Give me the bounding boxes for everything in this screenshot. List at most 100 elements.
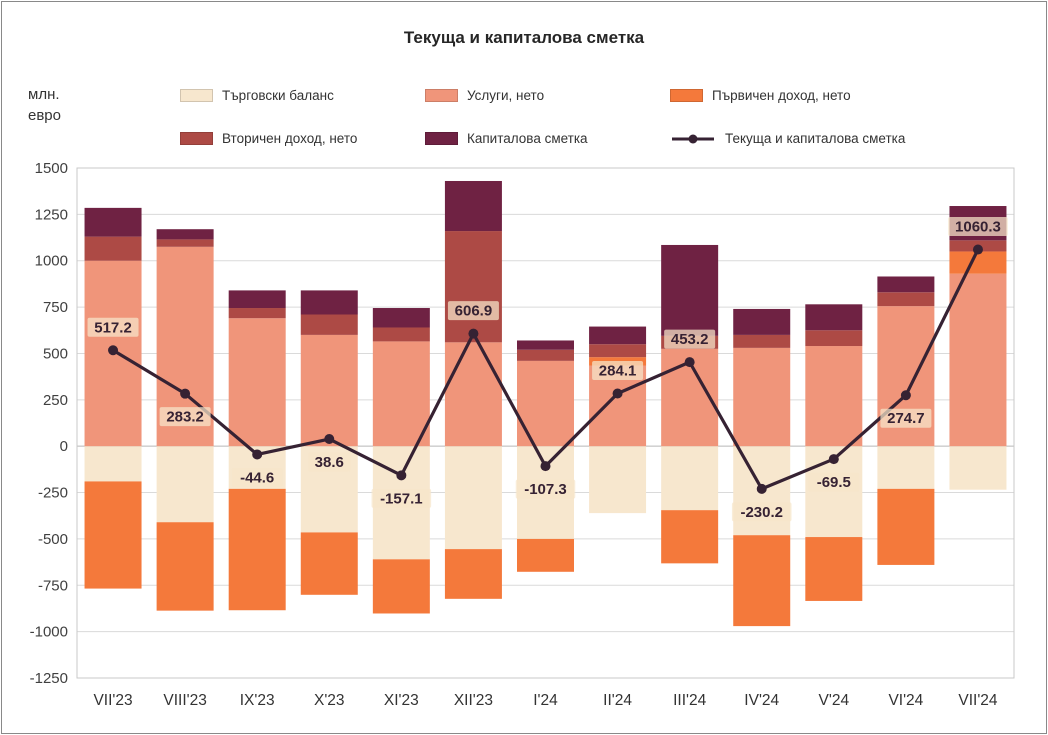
bar-segment-4 [372, 308, 430, 328]
legend-item-2: Първичен доход, нето [670, 88, 960, 103]
point-label-bg [880, 408, 932, 428]
line-marker [684, 357, 695, 368]
line-legend-marker [688, 134, 698, 143]
bar-segment-1 [733, 347, 791, 447]
bar-segment-0 [156, 446, 214, 523]
bar-segment-1 [228, 318, 286, 447]
y-tick-label: 1000 [35, 253, 68, 270]
bar-segment-0 [877, 446, 935, 489]
line-marker [324, 434, 335, 445]
legend-item-5: Текуща и капиталова сметка [670, 131, 960, 146]
x-category-label: XI'23 [384, 692, 419, 709]
y-tick-label: 0 [60, 438, 68, 455]
point-label: -69.5 [817, 474, 851, 491]
bar-segment-1 [517, 360, 574, 447]
bar-segment-3 [372, 327, 430, 342]
line-marker [900, 390, 911, 401]
bar-segment-2 [733, 535, 791, 627]
y-tick-label: 750 [43, 299, 68, 316]
line-marker [972, 244, 983, 255]
bar-segment-0 [589, 446, 647, 514]
point-label: 606.9 [455, 303, 493, 320]
x-category-label: VII'23 [93, 692, 132, 709]
point-label: -107.3 [524, 481, 567, 498]
legend-swatch [425, 89, 458, 102]
point-label-bg [664, 329, 716, 349]
x-category-label: XII'23 [454, 692, 493, 709]
bar-segment-4 [300, 290, 358, 315]
line-marker [828, 454, 839, 465]
plot-border [76, 167, 1015, 679]
x-category-label: IV'24 [744, 692, 779, 709]
legend-label: Капиталова сметка [467, 131, 588, 146]
point-label-bg [231, 467, 283, 487]
point-label: -44.6 [240, 469, 274, 486]
point-label-bg [159, 407, 211, 427]
y-tick-label: 1250 [35, 206, 68, 223]
point-label: -230.2 [740, 504, 783, 521]
bar-segment-2 [661, 510, 719, 564]
legend-label: Текуща и капиталова сметка [725, 131, 906, 146]
legend-item-0: Търговски баланс [180, 88, 425, 103]
bar-segment-2 [444, 549, 502, 599]
bar-segment-2 [228, 488, 286, 611]
y-tick-label: 500 [43, 345, 68, 362]
bar-segment-3 [84, 236, 142, 261]
point-label-bg [515, 479, 576, 499]
bar-segment-2 [805, 537, 863, 601]
y-tick-label: 1500 [35, 160, 68, 177]
point-label-bg [87, 317, 139, 337]
point-label-bg [308, 452, 351, 472]
line-legend-symbol [672, 134, 714, 143]
y-tick-label: 250 [43, 392, 68, 409]
point-label-bg [731, 502, 792, 522]
legend-item-1: Услуги, нето [425, 88, 670, 103]
x-category-label: VI'24 [888, 692, 923, 709]
point-label: 274.7 [887, 410, 925, 427]
bar-segment-2 [877, 488, 935, 565]
legend-item-4: Капиталова сметка [425, 131, 670, 146]
legend-swatch [425, 132, 458, 145]
point-label: 284.1 [599, 362, 637, 379]
legend-swatch [180, 132, 213, 145]
legend-label: Вторичен доход, нето [222, 131, 358, 146]
chart-plot: -1250 -1000 -750 -500 -250 0 250 500 750 1000 1250… [30, 160, 1015, 709]
bar-segment-4 [444, 180, 502, 232]
bar-segment-3 [517, 349, 574, 361]
y-tick-label: -500 [38, 531, 68, 548]
point-label: -157.1 [380, 490, 423, 507]
x-category-label: X'23 [314, 692, 345, 709]
y-tick-label: -1000 [30, 624, 68, 641]
x-category-label: VII'24 [958, 692, 998, 709]
bar-segment-0 [661, 446, 719, 511]
legend-swatch [180, 89, 213, 102]
bar-segment-3 [733, 334, 791, 348]
bar-segment-0 [444, 446, 502, 550]
y-axis-unit-line2: евро [28, 107, 61, 124]
bar-segment-0 [949, 446, 1007, 490]
bar-segment-2 [156, 522, 214, 611]
legend-label: Търговски баланс [222, 88, 334, 103]
bar-segment-4 [228, 290, 286, 309]
legend-label: Услуги, нето [467, 88, 545, 103]
bar-segment-3 [877, 292, 935, 307]
x-category-label: VIII'23 [163, 692, 206, 709]
bar-segment-4 [805, 304, 863, 331]
bar-segment-4 [589, 326, 647, 345]
legend: Търговски баланс Услуги, нето Първичен дох… [180, 88, 960, 146]
bar-segment-4 [733, 308, 791, 335]
x-category-label: V'24 [819, 692, 850, 709]
bar-segment-2 [372, 559, 430, 614]
bar-segment-4 [156, 229, 214, 240]
x-category-label: I'24 [533, 692, 558, 709]
legend-item-3: Вторичен доход, нето [180, 131, 425, 146]
bar-segment-1 [949, 273, 1007, 447]
bar-segment-1 [372, 341, 430, 447]
y-tick-label: -750 [38, 577, 68, 594]
y-tick-label: -250 [38, 485, 68, 502]
line-marker [540, 461, 551, 472]
point-label: 283.2 [166, 409, 204, 426]
x-category-label: II'24 [603, 692, 632, 709]
bar-segment-3 [805, 330, 863, 347]
bar-segment-1 [805, 346, 863, 447]
